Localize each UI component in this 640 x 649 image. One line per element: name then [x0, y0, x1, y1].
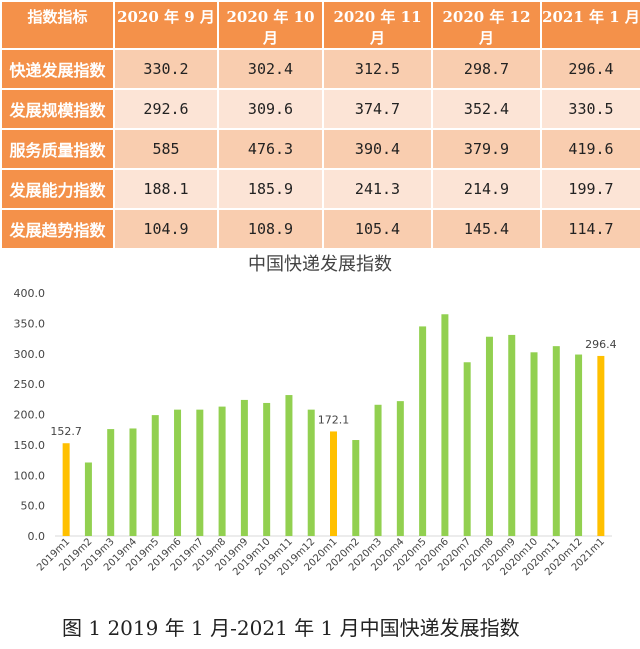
y-tick-label: 0.0 — [28, 530, 46, 543]
bar-2020m7 — [463, 362, 471, 536]
table-cell: 390.4 — [322, 128, 433, 170]
y-tick-label: 200.0 — [14, 409, 46, 422]
column-header: 2020 年 9 月 — [113, 0, 219, 50]
table-cell: 145.4 — [431, 208, 542, 250]
column-header: 2020 年 11 月 — [322, 0, 433, 50]
bar-2019m1 — [62, 443, 70, 536]
y-tick-label: 150.0 — [14, 439, 46, 452]
bar-2019m5 — [151, 415, 159, 536]
bar-2020m9 — [508, 334, 516, 536]
index-table: 指数指标 2020 年 9 月 2020 年 10 月 2020 年 11 月 2020… — [0, 0, 640, 250]
table-cell: 108.9 — [217, 208, 324, 250]
column-header: 2020 年 12 月 — [431, 0, 542, 50]
table-row: 发展规模指数 292.6 309.6 374.7 352.4 330.5 — [0, 88, 640, 130]
bar-2019m4 — [129, 428, 137, 536]
y-tick-label: 100.0 — [14, 469, 46, 482]
bar-2020m8 — [485, 336, 493, 536]
table-cell: 298.7 — [431, 48, 542, 90]
table-cell: 185.9 — [217, 168, 324, 210]
table-cell: 309.6 — [217, 88, 324, 130]
data-label: 172.1 — [318, 413, 350, 426]
row-label: 快递发展指数 — [0, 48, 115, 90]
bar-2019m11 — [285, 395, 293, 536]
table-cell: 296.4 — [540, 48, 640, 90]
bar-2020m12 — [575, 354, 583, 536]
figure-caption: 图 1 2019 年 1 月-2021 年 1 月中国快递发展指数 — [62, 616, 520, 640]
bar-2021m1 — [597, 355, 605, 536]
table-row: 快递发展指数 330.2 302.4 312.5 298.7 296.4 — [0, 48, 640, 90]
row-label: 发展规模指数 — [0, 88, 115, 130]
table-cell: 199.7 — [540, 168, 640, 210]
chart-title: 中国快递发展指数 — [248, 254, 392, 275]
bar-2019m8 — [218, 406, 226, 536]
table-cell: 302.4 — [217, 48, 324, 90]
table-cell: 379.9 — [431, 128, 542, 170]
bar-2020m4 — [396, 401, 404, 536]
bar-2019m10 — [263, 402, 271, 536]
bar-2019m3 — [107, 429, 115, 536]
table-cell: 374.7 — [322, 88, 433, 130]
table-cell: 476.3 — [217, 128, 324, 170]
bar-2020m2 — [352, 440, 360, 536]
bar-2020m11 — [552, 346, 560, 536]
column-header: 2021 年 1 月 — [540, 0, 640, 50]
row-label: 发展能力指数 — [0, 168, 115, 210]
y-tick-label: 50.0 — [21, 500, 46, 513]
bar-2020m6 — [441, 314, 449, 536]
y-tick-label: 250.0 — [14, 378, 46, 391]
table-cell: 105.4 — [322, 208, 433, 250]
y-tick-label: 350.0 — [14, 317, 46, 330]
y-tick-label: 300.0 — [14, 348, 46, 361]
column-header: 指数指标 — [0, 0, 115, 50]
table-cell: 419.6 — [540, 128, 640, 170]
table-cell: 114.7 — [540, 208, 640, 250]
y-tick-label: 400.0 — [14, 287, 46, 300]
table-cell: 330.5 — [540, 88, 640, 130]
table-row: 发展趋势指数 104.9 108.9 105.4 145.4 114.7 — [0, 208, 640, 250]
bar-chart: 中国快递发展指数 0.0 50.0 100.0 150.0 200.0 250.0 300.0… — [14, 254, 617, 578]
column-header: 2020 年 10 月 — [217, 0, 324, 50]
bar-2019m6 — [174, 409, 182, 536]
table-cell: 292.6 — [113, 88, 219, 130]
table-cell: 104.9 — [113, 208, 219, 250]
data-label: 152.7 — [50, 425, 82, 438]
bar-2019m2 — [84, 462, 92, 536]
bar-2019m9 — [240, 399, 248, 536]
table-cell: 188.1 — [113, 168, 219, 210]
bar-2020m3 — [374, 404, 382, 536]
table-cell: 214.9 — [431, 168, 542, 210]
table-cell: 352.4 — [431, 88, 542, 130]
table-row: 发展能力指数 188.1 185.9 241.3 214.9 199.7 — [0, 168, 640, 210]
table-cell: 330.2 — [113, 48, 219, 90]
table-cell: 241.3 — [322, 168, 433, 210]
bar-2019m12 — [307, 409, 315, 536]
table-cell: 585 — [113, 128, 219, 170]
bar-2020m10 — [530, 352, 538, 536]
bar-2019m7 — [196, 409, 204, 536]
data-label: 296.4 — [585, 338, 617, 351]
table-row: 服务质量指数 585 476.3 390.4 379.9 419.6 — [0, 128, 640, 170]
row-label: 服务质量指数 — [0, 128, 115, 170]
bar-2020m1 — [330, 431, 337, 536]
row-label: 发展趋势指数 — [0, 208, 115, 250]
table-cell: 312.5 — [322, 48, 433, 90]
bar-2020m5 — [419, 326, 427, 536]
